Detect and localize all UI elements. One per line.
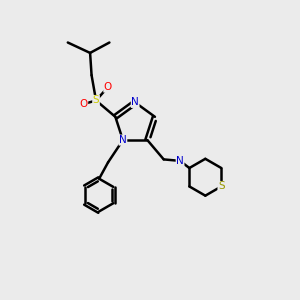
Text: O: O	[80, 99, 88, 109]
Text: N: N	[176, 156, 184, 166]
Text: N: N	[119, 135, 127, 145]
Text: S: S	[218, 182, 225, 191]
Text: N: N	[131, 98, 139, 107]
Text: O: O	[104, 82, 112, 92]
Text: S: S	[93, 95, 99, 106]
